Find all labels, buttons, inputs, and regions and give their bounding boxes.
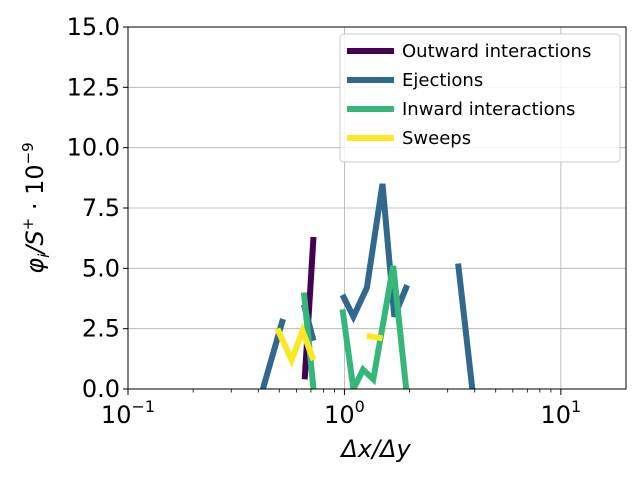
x-tick-label: 10−1 (101, 397, 155, 429)
y-tick-label: 0.0 (82, 375, 120, 403)
y-tick-label: 10.0 (67, 134, 120, 162)
series-line-inward-interactions (339, 265, 410, 389)
y-tick-label: 12.5 (67, 73, 120, 101)
legend-label: Sweeps (402, 128, 471, 149)
axis-ticks: 0.0 2.5 5.0 7.5 10.0 12.5 15.0 10−1 100 101 (67, 13, 582, 429)
y-axis-label-sub: i (35, 253, 53, 258)
series-line-sweeps (366, 332, 383, 342)
y-axis-label-sup2: −9 (19, 142, 37, 164)
legend-label: Outward interactions (402, 41, 591, 62)
series-sweeps (274, 322, 383, 368)
y-tick-label: 15.0 (67, 13, 120, 41)
y-tick-label: 5.0 (82, 254, 120, 282)
x-tick-label: 100 (324, 397, 365, 429)
series-line-sweeps (274, 322, 317, 368)
x-tick-label: 101 (540, 397, 581, 429)
legend-box (339, 33, 621, 163)
y-tick-label: 2.5 (82, 315, 120, 343)
y-axis-label: φi/S+ · 10−9 (19, 142, 53, 273)
y-axis-label-main: φ (21, 258, 49, 274)
y-axis-label-dot: · 10 (21, 164, 49, 217)
series-outward-interactions (301, 236, 317, 380)
series-line-ejections (455, 263, 476, 389)
y-axis-label-sup1: + (19, 218, 37, 231)
x-axis-label-text: Δx/Δy (339, 435, 411, 463)
y-axis-label-mid: /S (21, 230, 49, 255)
legend: Outward interactions Ejections Inward inte… (339, 33, 621, 163)
series-inward-interactions (300, 265, 410, 389)
plot-series (260, 183, 476, 389)
y-tick-label: 7.5 (82, 194, 120, 222)
legend-label: Ejections (402, 70, 483, 91)
legend-label: Inward interactions (402, 99, 575, 120)
x-axis-label: Δx/Δy (339, 435, 411, 463)
series-line-outward-interactions (301, 236, 317, 380)
